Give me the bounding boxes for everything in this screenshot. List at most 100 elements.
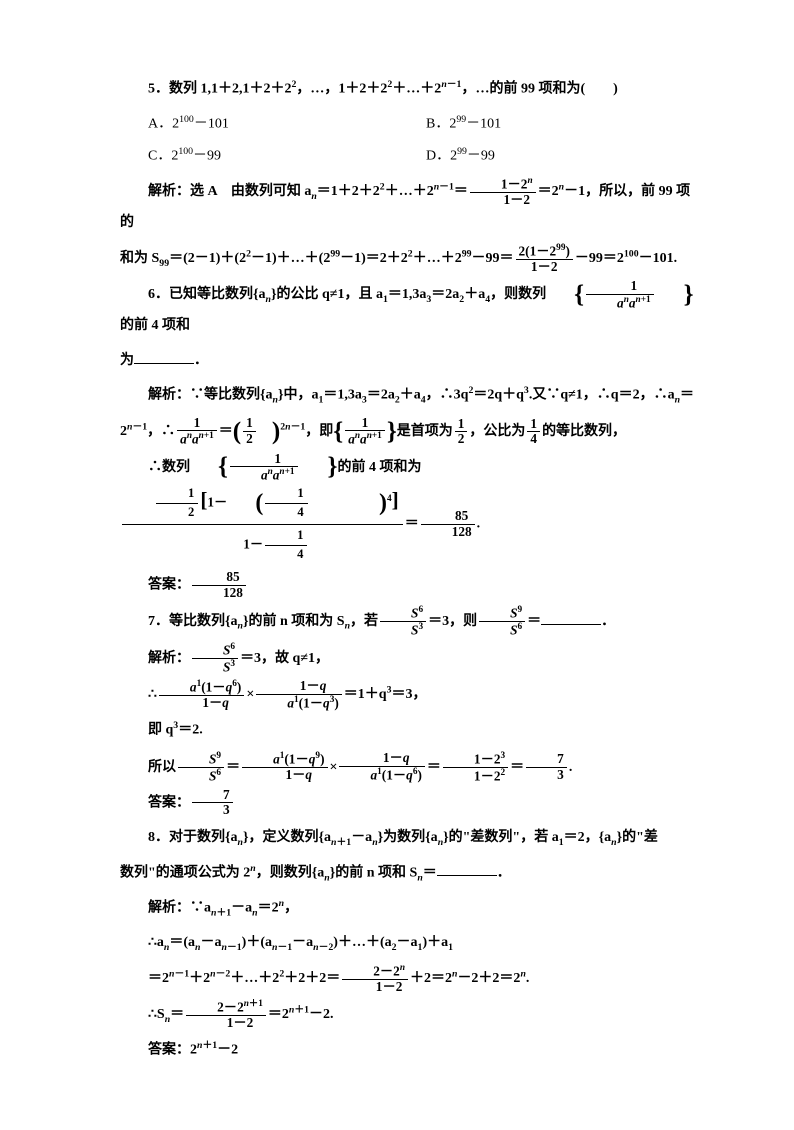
t: ＝	[680, 388, 694, 403]
t: －a	[397, 935, 418, 950]
t: ＝3，故 q≠1，	[240, 651, 329, 666]
q6-sol3: ∴数列{1anan+1}的前 4 项和为 12[1－(14 )4] 1－14 ＝…	[120, 452, 704, 566]
t: 2	[120, 424, 127, 439]
t: 4	[527, 432, 540, 447]
q8-sol3: ＝2n－1＋2n－2＋…＋22＋2＋2＝2－2n1－2＋2＝2n－2＋2＝2n.	[120, 963, 704, 995]
t: ＋a	[400, 388, 421, 403]
t: ＝	[527, 614, 541, 629]
q7-stem: 7．等比数列{an}的前 n 项和为 Sn，若S6S3＝3，则S9S6＝．	[120, 605, 704, 638]
q8-stem2: 数列"的通项公式为 2n，则数列{an}的前 n 项和 Sn＝．	[120, 858, 704, 889]
t: 解析：	[148, 651, 190, 666]
t: 85	[421, 509, 475, 525]
t: 3	[526, 768, 567, 783]
t: 5．数列 1,1＋2,1＋2＋2	[148, 82, 292, 97]
t: 2	[243, 432, 256, 447]
t: 128	[421, 525, 475, 540]
q7-sol4: 所以S9S6＝a1(1－q9)1－q×1－qa1(1－q6)＝1－231－22＝…	[120, 751, 704, 784]
t: ，即	[305, 424, 333, 439]
q5-optA[interactable]: A．2100－101	[148, 109, 426, 140]
t: 的等比数列，	[542, 424, 626, 439]
t: －a	[351, 830, 372, 845]
t: 2	[455, 432, 468, 447]
t: ＝3，	[391, 687, 426, 702]
t: 1	[345, 416, 385, 432]
t: ＝2a	[367, 388, 395, 403]
t: )＋…＋(a	[333, 935, 391, 950]
t: }的"差数列"，若 a	[443, 830, 559, 845]
t: 解析：选 A 由数列可知 a	[148, 184, 311, 199]
t: 1－2	[516, 260, 573, 275]
t: ，∴3q	[426, 388, 469, 403]
t: 和为 S	[120, 251, 159, 266]
t: －101	[194, 117, 229, 132]
t: －a	[201, 935, 222, 950]
t: 7	[192, 788, 233, 804]
t: 1	[177, 416, 217, 432]
t: ＋…＋2	[392, 82, 441, 97]
t: 解析：∵等比数列{a	[148, 388, 273, 403]
q7-ans: 答案：73	[120, 788, 704, 819]
t: ，则数列{a	[256, 865, 325, 880]
t: 1	[586, 279, 654, 295]
q5-optB[interactable]: B．299－101	[426, 109, 704, 140]
q5-optD[interactable]: D．299－99	[426, 141, 704, 172]
t: A．2	[148, 117, 179, 132]
t: D．2	[426, 149, 457, 164]
t: }中，a	[278, 388, 319, 403]
q6-sol2: 2n－1，∴1anan+1＝(12 )2n－1，即{1anan+1}是首项为12…	[120, 416, 704, 448]
t: ＋2＝2	[410, 971, 452, 986]
q5-options: A．2100－101 B．299－101 C．2100－99 D．299－99	[148, 109, 704, 172]
q8-ans: 答案：2n＋1－2	[120, 1035, 704, 1066]
q8-sol2: ∴an＝(an－an－1)＋(an－1－an－2)＋…＋(a2－a1)＋a1	[120, 928, 704, 959]
t: ，∴	[147, 424, 175, 439]
q6-sol1: 解析：∵等比数列{an}中，a1＝1,3a3＝2a2＋a4，∴3q2＝2q＋q3…	[120, 380, 704, 411]
t: ＋…＋2	[230, 971, 279, 986]
t: ，公比为	[469, 424, 525, 439]
t: ＝2	[538, 184, 559, 199]
blank[interactable]	[134, 349, 194, 364]
t: 为	[120, 353, 134, 368]
t: 1	[230, 452, 298, 468]
t: }的"差	[617, 830, 658, 845]
t: }为数列{a	[378, 830, 438, 845]
q6-ans: 答案：85128	[120, 570, 704, 601]
t: －1)＋…＋(2	[251, 251, 330, 266]
t: }的前 n 项和 S	[330, 865, 418, 880]
t: 所以	[148, 759, 176, 774]
q7-sol1: 解析：S6S3＝3，故 q≠1，	[120, 642, 704, 675]
t: 的前 4 项和为	[337, 460, 421, 475]
t: B．2	[426, 117, 456, 132]
t: )＋a	[422, 935, 448, 950]
t: －101.	[639, 251, 678, 266]
t: ＝2，{a	[564, 830, 612, 845]
t: }，定义数列{a	[243, 830, 331, 845]
t: 数列"的通项公式为 2	[120, 865, 250, 880]
q8-sol1: 解析：∵an＋1－an＝2n，	[120, 893, 704, 924]
t: ＝2a	[431, 287, 459, 302]
t: 1	[455, 417, 468, 433]
q7-sol3: 即 q3＝2.	[120, 715, 704, 746]
q5-optC[interactable]: C．2100－99	[148, 141, 426, 172]
t: ＋2＋2＝	[284, 971, 340, 986]
q5-sol1: 解析：选 A 由数列可知 an＝1＋2＋22＋…＋2n－1＝1－2n1－2＝2n…	[120, 176, 704, 239]
t: ＋…＋2	[413, 251, 462, 266]
t: 8．对于数列{a	[148, 830, 238, 845]
t: ＋…＋2	[385, 184, 434, 199]
q8-sol4: ∴Sn＝2－2n＋11－2＝2n＋1－2.	[120, 999, 704, 1031]
t: －99	[467, 149, 495, 164]
t: ，则数列	[490, 287, 546, 302]
t: 即 q	[148, 723, 173, 738]
t: ＝1,3a	[388, 287, 427, 302]
t: ＝2q＋q	[473, 388, 524, 403]
t: ，…的前 99 项和为( )	[461, 82, 617, 97]
t: ＝(a	[169, 935, 195, 950]
blank[interactable]	[437, 861, 497, 876]
q5-stem: 5．数列 1,1＋2,1＋2＋22，…，1＋2＋22＋…＋2n－1，…的前 99…	[120, 74, 704, 105]
t: 答案：	[148, 795, 190, 810]
t: ∴	[148, 687, 157, 702]
t: 6．已知等比数列{a	[148, 287, 266, 302]
q5-sol2: 和为 S99＝(2－1)＋(22－1)＋…＋(299－1)＝2＋22＋…＋299…	[120, 243, 704, 275]
t: 2(1－2	[519, 243, 557, 258]
t: 1－2	[470, 193, 536, 208]
blank[interactable]	[541, 610, 601, 625]
